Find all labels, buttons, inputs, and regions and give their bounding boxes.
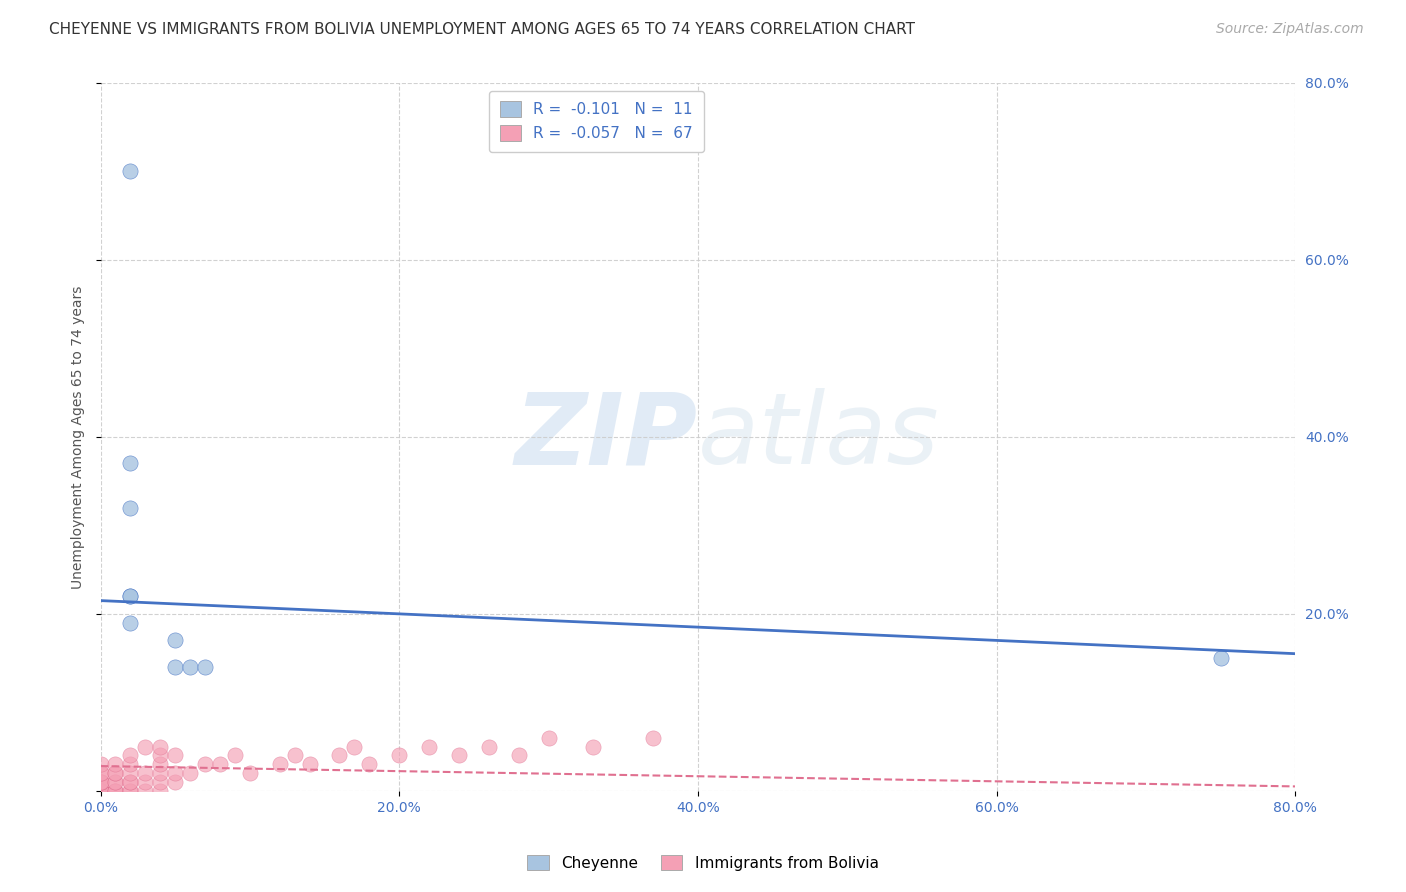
Point <box>165 748 187 763</box>
Point <box>89 784 111 798</box>
Point <box>418 739 440 754</box>
Point <box>537 731 560 745</box>
Point <box>120 748 142 763</box>
Point <box>89 784 111 798</box>
Point <box>89 784 111 798</box>
Point <box>641 731 664 745</box>
Point <box>89 784 111 798</box>
Point <box>104 766 127 780</box>
Point <box>104 766 127 780</box>
Point <box>104 784 127 798</box>
Point <box>89 784 111 798</box>
Point <box>194 757 217 772</box>
Text: atlas: atlas <box>697 388 939 485</box>
Point <box>104 757 127 772</box>
Point <box>165 660 187 674</box>
Point <box>120 757 142 772</box>
Point <box>120 784 142 798</box>
Point <box>149 775 172 789</box>
Legend: Cheyenne, Immigrants from Bolivia: Cheyenne, Immigrants from Bolivia <box>519 846 887 880</box>
Point <box>104 775 127 789</box>
Point <box>208 757 231 772</box>
Point <box>134 766 156 780</box>
Point <box>120 775 142 789</box>
Legend: R =  -0.101   N =  11, R =  -0.057   N =  67: R = -0.101 N = 11, R = -0.057 N = 67 <box>489 91 703 152</box>
Point <box>120 457 142 471</box>
Point <box>224 748 246 763</box>
Point <box>120 500 142 515</box>
Point <box>120 164 142 178</box>
Point <box>89 766 111 780</box>
Point <box>134 775 156 789</box>
Point <box>89 775 111 789</box>
Point <box>284 748 307 763</box>
Point <box>149 766 172 780</box>
Point <box>89 784 111 798</box>
Point <box>165 766 187 780</box>
Point <box>104 775 127 789</box>
Point <box>134 739 156 754</box>
Point <box>120 615 142 630</box>
Point <box>149 784 172 798</box>
Y-axis label: Unemployment Among Ages 65 to 74 years: Unemployment Among Ages 65 to 74 years <box>72 285 86 589</box>
Point <box>89 784 111 798</box>
Point <box>269 757 291 772</box>
Point <box>89 784 111 798</box>
Point <box>120 589 142 603</box>
Point <box>179 660 201 674</box>
Point <box>134 784 156 798</box>
Point <box>582 739 605 754</box>
Point <box>120 766 142 780</box>
Point <box>328 748 350 763</box>
Point <box>89 775 111 789</box>
Point <box>120 784 142 798</box>
Point <box>89 775 111 789</box>
Point <box>120 775 142 789</box>
Point <box>149 757 172 772</box>
Point <box>149 748 172 763</box>
Text: Source: ZipAtlas.com: Source: ZipAtlas.com <box>1216 22 1364 37</box>
Point <box>298 757 321 772</box>
Text: CHEYENNE VS IMMIGRANTS FROM BOLIVIA UNEMPLOYMENT AMONG AGES 65 TO 74 YEARS CORRE: CHEYENNE VS IMMIGRANTS FROM BOLIVIA UNEM… <box>49 22 915 37</box>
Point <box>388 748 411 763</box>
Point <box>194 660 217 674</box>
Point <box>89 784 111 798</box>
Point <box>120 589 142 603</box>
Point <box>89 784 111 798</box>
Point <box>89 775 111 789</box>
Point <box>359 757 381 772</box>
Point <box>1209 651 1232 665</box>
Point <box>149 739 172 754</box>
Point <box>104 784 127 798</box>
Point <box>89 784 111 798</box>
Point <box>89 757 111 772</box>
Point <box>447 748 470 763</box>
Point <box>343 739 366 754</box>
Point <box>239 766 262 780</box>
Point <box>89 766 111 780</box>
Point <box>179 766 201 780</box>
Point <box>508 748 530 763</box>
Point <box>89 784 111 798</box>
Point <box>165 633 187 648</box>
Text: ZIP: ZIP <box>515 388 697 485</box>
Point <box>104 784 127 798</box>
Point <box>89 784 111 798</box>
Point <box>478 739 501 754</box>
Point <box>165 775 187 789</box>
